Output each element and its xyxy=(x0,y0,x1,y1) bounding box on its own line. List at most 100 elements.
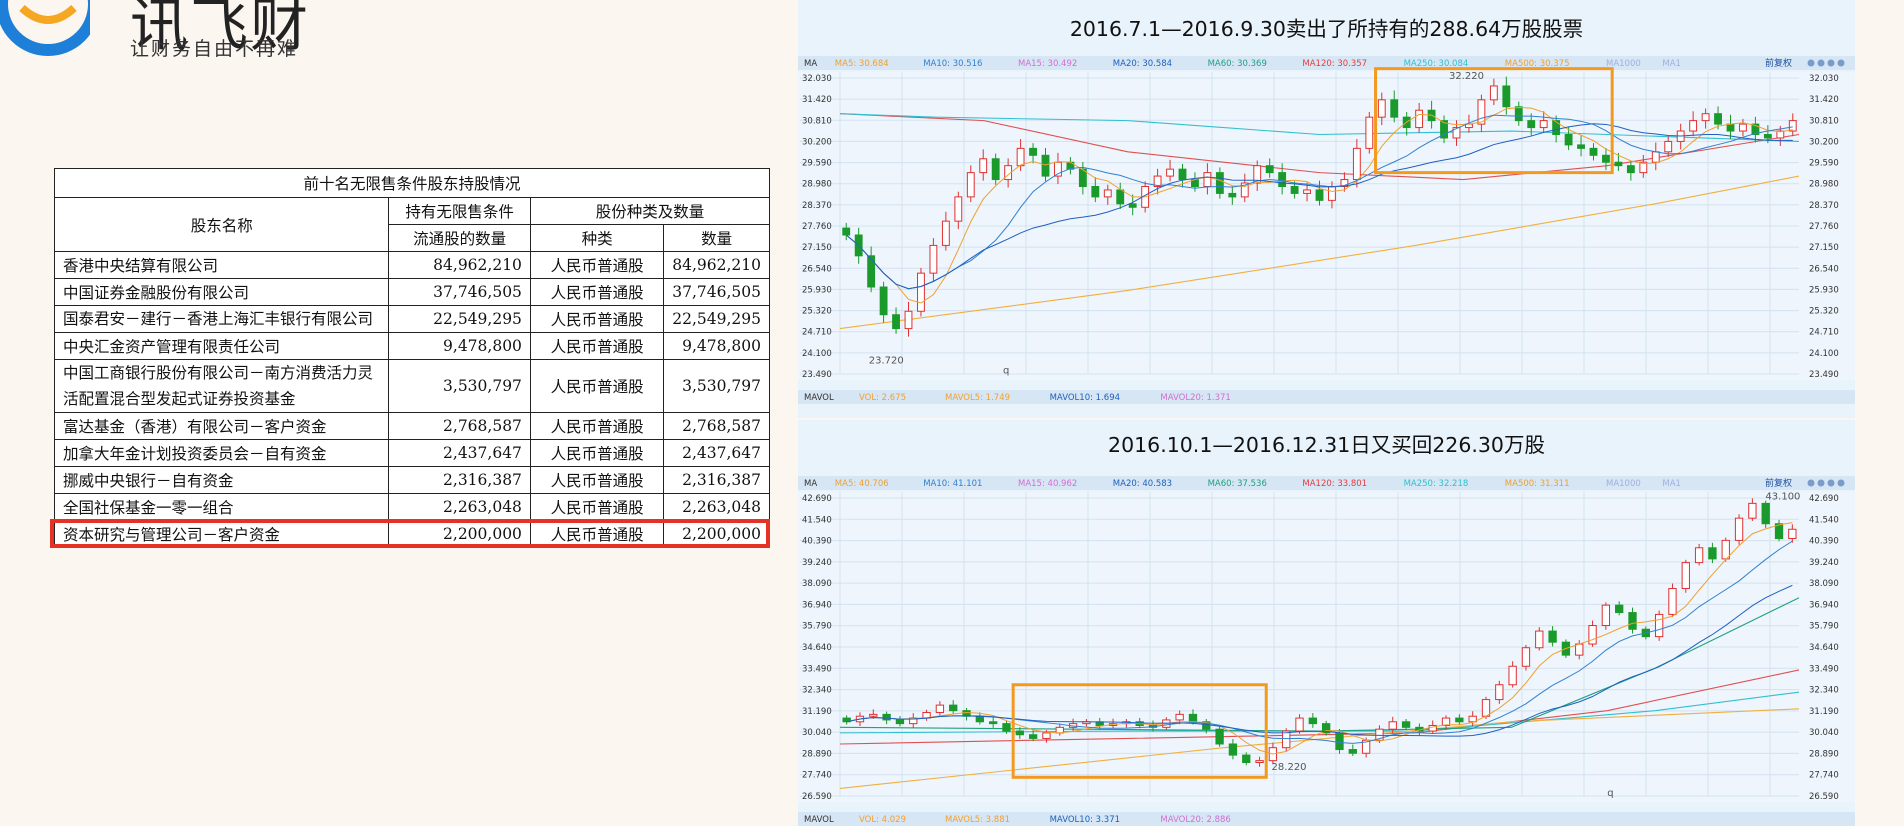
ma-legend-item: MA xyxy=(804,59,817,69)
candle xyxy=(1388,721,1397,730)
candle xyxy=(1365,116,1374,149)
zoom-in-icon xyxy=(1817,59,1825,67)
header-qty: 数量 xyxy=(663,224,770,252)
ma-legend-item: MA60: 37.536 xyxy=(1208,479,1267,489)
cell-name: 中国证券金融股份有限公司 xyxy=(53,278,390,306)
ma-legend-item: MA5: 30.684 xyxy=(835,59,889,69)
cell-type: 人民币普通股 xyxy=(529,359,665,413)
header-holdings-2: 流通股的数量 xyxy=(388,224,531,252)
candle xyxy=(1315,189,1324,201)
ma20-line xyxy=(845,123,1793,290)
candle xyxy=(1166,168,1174,177)
logo-text: 讯飞财 xyxy=(130,0,311,59)
ma-legend-item: MA500: 31.311 xyxy=(1505,479,1570,489)
candle xyxy=(1739,123,1747,132)
candle xyxy=(1016,147,1025,167)
y-tick-left: 27.760 xyxy=(802,222,832,232)
ma-legend-item: MA15: 40.962 xyxy=(1018,479,1077,489)
candle xyxy=(1441,717,1451,726)
candle xyxy=(1290,185,1299,194)
ma-legend-item: MA250: 30.084 xyxy=(1404,59,1469,69)
candle xyxy=(1455,717,1464,723)
candle xyxy=(1054,161,1062,177)
vol-legend-item: VOL: 4.029 xyxy=(859,815,906,825)
y-tick-left: 26.590 xyxy=(802,792,832,802)
y-tick-left: 30.040 xyxy=(802,728,832,738)
logo: 讯飞财 让财务自由不再难 xyxy=(0,0,320,70)
table-row: 加拿大年金计划投资委员会－自有资金 2,437,647 人民币普通股 2,437,64… xyxy=(53,439,770,467)
candle xyxy=(1774,523,1784,540)
y-tick-left: 32.030 xyxy=(802,74,832,84)
ma-legend-item: MA500: 30.375 xyxy=(1505,59,1570,69)
candle xyxy=(1188,713,1198,723)
cell-type: 人民币普通股 xyxy=(529,439,665,467)
candle xyxy=(1614,161,1623,167)
ma-legend-item: MA1 xyxy=(1662,479,1681,489)
candle xyxy=(1535,630,1544,649)
candle xyxy=(1415,109,1424,129)
table-caption: 前十名无限售条件股东持股情况 xyxy=(54,168,770,198)
y-tick-left: 31.190 xyxy=(802,707,832,717)
candle xyxy=(1042,732,1051,739)
y-tick-left: 29.590 xyxy=(802,159,832,169)
annotation-label: q xyxy=(1607,788,1613,799)
candle xyxy=(966,172,975,198)
candle xyxy=(1539,120,1548,129)
ma-legend-item: MA20: 30.584 xyxy=(1113,59,1172,69)
cell-qty: 2,316,387 xyxy=(663,466,770,494)
y-tick-right: 39.240 xyxy=(1809,558,1839,568)
y-tick-left: 35.790 xyxy=(802,622,832,632)
candle xyxy=(991,158,1000,181)
cell-qty: 3,530,797 xyxy=(663,359,770,413)
cell-amount: 22,549,295 xyxy=(388,305,531,333)
gear-icon xyxy=(1837,59,1845,67)
candle xyxy=(1628,612,1637,630)
candle xyxy=(1242,754,1251,763)
candle xyxy=(1178,168,1187,181)
candle xyxy=(1215,728,1224,745)
cell-name: 中央汇金资产管理有限责任公司 xyxy=(53,332,390,360)
candle xyxy=(1514,106,1523,122)
adjust-button: 前复权 xyxy=(1765,57,1792,69)
y-tick-right: 30.040 xyxy=(1809,728,1839,738)
candle xyxy=(1726,123,1735,132)
cell-type: 人民币普通股 xyxy=(529,332,665,360)
y-tick-right: 27.760 xyxy=(1809,222,1839,232)
candle xyxy=(1589,147,1598,156)
zoom-in-icon xyxy=(1817,479,1825,487)
kline-chart-1: MA MA5: 30.684 MA10: 30.516 MA15: 30.492 MA2… xyxy=(798,56,1855,404)
candle xyxy=(842,227,851,236)
y-tick-right: 32.030 xyxy=(1809,74,1839,84)
header-share-type: 股份种类及数量 xyxy=(529,197,771,225)
cell-qty: 84,962,210 xyxy=(663,251,770,279)
candle xyxy=(989,721,998,725)
y-tick-right: 26.540 xyxy=(1809,264,1839,274)
vol-legend-bar xyxy=(798,390,1855,404)
candle xyxy=(1714,113,1722,125)
ma-legend-item: MA1 xyxy=(1662,59,1681,69)
y-tick-left: 24.710 xyxy=(802,328,832,338)
table-row: 中央汇金资产管理有限责任公司 9,478,800 人民币普通股 9,478,800 xyxy=(53,332,770,360)
cell-name: 国泰君安－建行－香港上海汇丰银行有限公司 xyxy=(53,305,390,333)
candle xyxy=(1508,665,1517,686)
candle xyxy=(1028,734,1038,739)
table-row: 挪威中央银行－自有资金 2,316,387 人民币普通股 2,316,387 xyxy=(53,466,770,494)
ma-legend-item: MA10: 41.101 xyxy=(923,479,982,489)
y-tick-right: 27.150 xyxy=(1809,243,1839,253)
candle xyxy=(1502,85,1511,108)
ma120-line xyxy=(839,113,1800,181)
candle xyxy=(1521,647,1531,667)
cell-type: 人民币普通股 xyxy=(529,466,665,494)
candle xyxy=(1668,588,1677,615)
ma-legend-item: MA1000 xyxy=(1606,59,1641,69)
y-tick-right: 26.590 xyxy=(1809,792,1839,802)
zoom-out-icon xyxy=(1827,59,1835,67)
vol-legend-item: MAVOL20: 2.886 xyxy=(1160,815,1230,825)
cell-qty: 37,746,505 xyxy=(663,278,770,306)
y-tick-left: 40.390 xyxy=(802,537,832,547)
annotation-label: 43.100 xyxy=(1765,492,1800,503)
ma-legend-item: MA60: 30.369 xyxy=(1208,59,1267,69)
cell-name: 香港中央结算有限公司 xyxy=(53,251,390,279)
table-row: 中国工商银行股份有限公司－南方消费活力灵活配置混合型发起式证券投资基金 3,530… xyxy=(53,359,770,413)
candle xyxy=(1253,165,1262,184)
